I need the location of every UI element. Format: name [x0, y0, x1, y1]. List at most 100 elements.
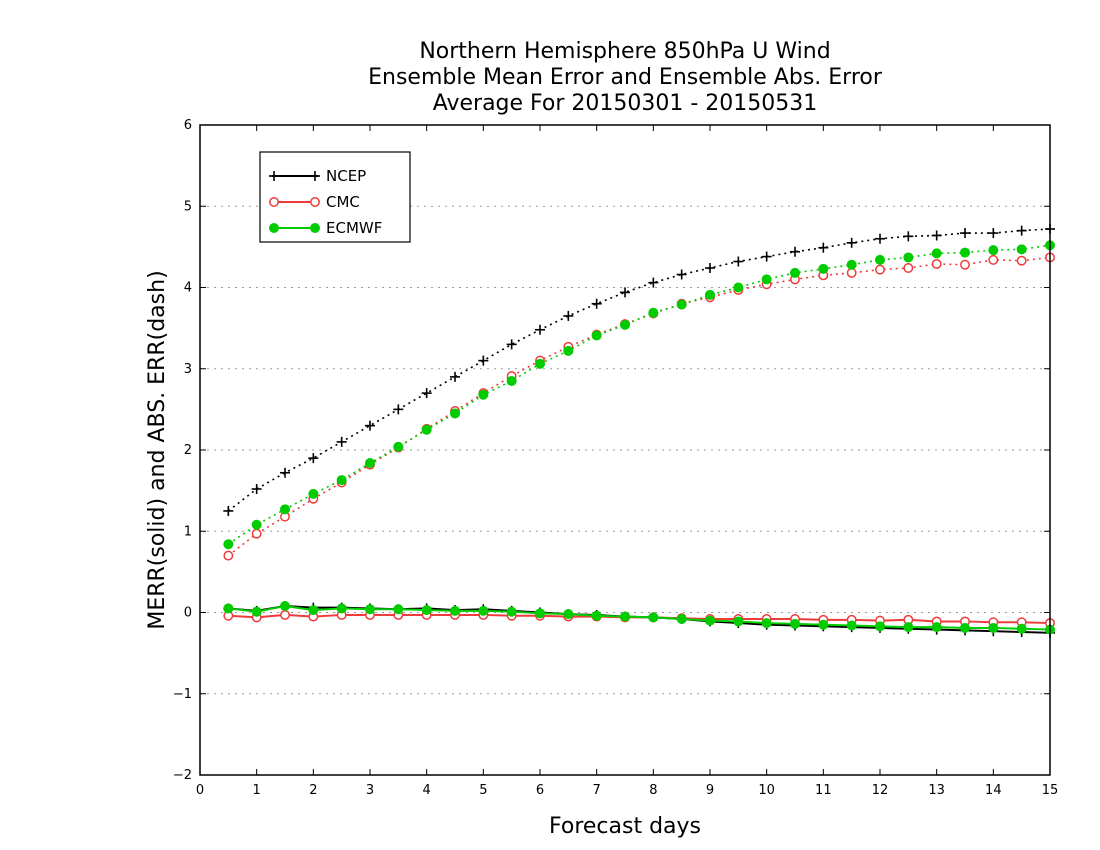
legend-label-ecmwf: ECMWF [326, 219, 382, 237]
series-ecmwf-mean-err-point [761, 618, 772, 629]
series-ncep-abs-err-line [227, 228, 1051, 512]
series-ecmwf-abs-err-point [308, 488, 319, 499]
x-tick-label: 4 [423, 783, 431, 798]
series-ncep-abs-err-point [705, 263, 715, 273]
x-tick-label: 5 [479, 783, 487, 798]
series-ncep [223, 224, 1055, 638]
series-ncep-abs-err-point [648, 277, 659, 288]
series-ecmwf-mean-err-point [591, 610, 602, 621]
series-ncep-abs-err-point [818, 242, 829, 253]
y-tick-label: −1 [173, 687, 192, 702]
series-ecmwf-mean-err-point [223, 603, 234, 614]
series-ecmwf-abs-err-point [960, 247, 970, 258]
series-ecmwf-mean-err-point [705, 615, 715, 626]
series-ecmwf-abs-err-point [563, 345, 574, 356]
series-ecmwf-abs-err-point [535, 358, 545, 369]
series-ecmwf-abs-err-point [648, 307, 659, 318]
series-ncep-abs-err-point [563, 310, 574, 321]
series-ncep-abs-err-point [478, 355, 489, 366]
series-ncep-abs-err-point [790, 246, 800, 257]
x-tick-label: 14 [985, 783, 1002, 798]
series-ecmwf-abs-err-point [591, 330, 602, 341]
series-ecmwf-mean-err-point [818, 619, 829, 630]
series-ecmwf-abs-err-point [478, 389, 489, 400]
series-cmc-abs-err-point [931, 258, 942, 269]
legend-marker-end-cmc [310, 197, 320, 207]
series-cmc [223, 252, 1055, 629]
series-layer [223, 224, 1055, 638]
series-ncep-abs-err-point [676, 269, 687, 280]
series-ncep-abs-err-point [875, 233, 885, 244]
chart-title-line-3: Average For 20150301 - 20150531 [433, 91, 818, 116]
legend-marker-start-cmc [269, 197, 279, 207]
series-cmc-abs-err-point [223, 550, 234, 561]
series-ncep-abs-err-point [535, 324, 545, 335]
series-ecmwf-abs-err-point [875, 254, 885, 265]
series-cmc-abs-err-line [227, 256, 1051, 557]
series-ncep-mean-err-line [228, 604, 1051, 634]
y-axis-label: MERR(solid) and ABS. ERR(dash) [145, 270, 170, 629]
series-ecmwf-mean-err-point [875, 621, 885, 632]
series-cmc-abs-err-point [988, 254, 999, 265]
x-tick-label: 7 [593, 783, 601, 798]
x-tick-label: 11 [815, 783, 832, 798]
series-ecmwf-abs-err-point [903, 252, 914, 263]
x-tick-label: 0 [196, 783, 204, 798]
series-ecmwf-mean-err-point [620, 611, 630, 622]
series-ecmwf [223, 240, 1055, 635]
series-ecmwf-abs-err-point [676, 299, 687, 310]
series-ecmwf-abs-err-point [223, 539, 234, 550]
series-ncep-abs-err-point [223, 505, 234, 516]
series-ncep-abs-err-point [506, 339, 517, 350]
series-ecmwf-mean-err-point [365, 604, 375, 615]
legend-label-ncep: NCEP [326, 167, 366, 185]
series-ecmwf-mean-err-line [228, 604, 1051, 631]
x-tick-label: 2 [309, 783, 317, 798]
x-tick-label: 10 [758, 783, 775, 798]
series-cmc-abs-err-point [875, 264, 885, 275]
series-ncep-abs-err-point [733, 256, 744, 267]
series-ecmwf-mean-err-point [790, 618, 800, 629]
series-ecmwf-mean-err-point [563, 609, 574, 620]
series-ecmwf-mean-err-point [336, 603, 347, 614]
series-ecmwf-mean-err-point [960, 622, 970, 633]
series-ncep-abs-err-point [931, 230, 942, 241]
y-tick-label: 1 [184, 524, 192, 539]
series-ecmwf-abs-err-point [1016, 244, 1027, 255]
series-ecmwf-mean-err-point [903, 622, 914, 633]
chart-title: Northern Hemisphere 850hPa U WindEnsembl… [368, 39, 883, 116]
series-ecmwf-mean-err-point [421, 605, 432, 616]
series-cmc-mean-err-point [280, 609, 290, 620]
y-tick-label: 4 [184, 281, 192, 296]
y-tick-label: 2 [184, 443, 192, 458]
chart-title-line-1: Northern Hemisphere 850hPa U Wind [419, 39, 830, 64]
series-ncep-abs-err-point [308, 453, 319, 464]
series-cmc-abs-err-point [1016, 255, 1027, 266]
series-ecmwf-mean-err-point [308, 605, 319, 616]
x-tick-label: 12 [872, 783, 889, 798]
series-ecmwf-abs-err-point [846, 259, 857, 270]
y-tick-label: −2 [173, 768, 192, 783]
x-tick-label: 13 [928, 783, 945, 798]
series-ncep-abs-err-point [336, 436, 347, 447]
legend-marker-end-ecmwf [310, 223, 320, 233]
series-ecmwf-mean-err-point [733, 616, 744, 627]
series-ecmwf-abs-err-point [705, 289, 715, 300]
series-ncep-abs-err-point [393, 404, 404, 415]
legend-label-cmc: CMC [326, 193, 360, 211]
x-tick-label: 1 [253, 783, 261, 798]
x-tick-label: 15 [1042, 783, 1059, 798]
series-ecmwf-mean-err-point [931, 622, 942, 633]
series-ecmwf-abs-err-point [790, 267, 800, 278]
x-tick-label: 8 [649, 783, 657, 798]
series-ncep-abs-err-point [421, 388, 432, 399]
series-ecmwf-mean-err-point [450, 605, 460, 616]
y-tick-label: 5 [184, 199, 192, 214]
legend-marker-start-ncep [269, 171, 279, 181]
series-ncep-abs-err-point [591, 298, 602, 309]
series-ecmwf-abs-err-point [336, 475, 347, 486]
series-cmc-abs-err-point [846, 267, 857, 278]
series-ecmwf-abs-err-point [506, 375, 517, 386]
y-tick-label: 6 [184, 118, 192, 133]
